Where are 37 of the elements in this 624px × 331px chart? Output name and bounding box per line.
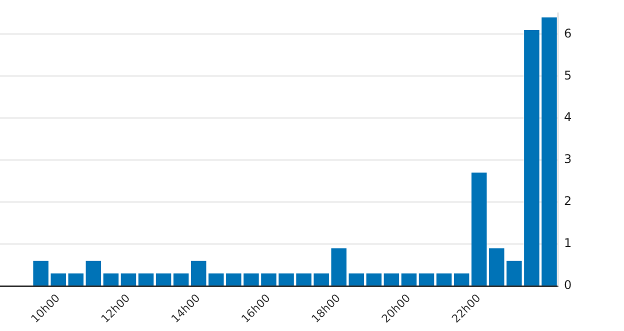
bar — [138, 273, 154, 286]
bar — [454, 273, 470, 286]
bar — [314, 273, 329, 286]
y-tick-label: 5 — [564, 68, 572, 82]
bar — [190, 260, 206, 286]
y-tick-label: 3 — [564, 152, 572, 166]
bar — [506, 260, 522, 286]
bar — [366, 273, 382, 286]
bar — [489, 248, 504, 286]
bar — [542, 17, 557, 286]
bar — [436, 273, 452, 286]
bar — [226, 273, 242, 286]
bar — [471, 172, 487, 286]
y-tick-label: 2 — [564, 194, 572, 208]
bar — [348, 273, 364, 286]
bar — [86, 260, 102, 286]
bar — [418, 273, 434, 286]
bar — [208, 273, 224, 286]
bar — [244, 273, 259, 286]
bar — [331, 248, 346, 286]
bar — [120, 273, 136, 286]
y-tick-label: 1 — [564, 236, 572, 250]
bar — [173, 273, 189, 286]
y-tick-label: 4 — [564, 110, 572, 124]
bar — [524, 30, 540, 286]
y-tick-label: 0 — [564, 278, 572, 292]
bar — [50, 273, 66, 286]
bar — [156, 273, 172, 286]
bar — [261, 273, 276, 286]
bar — [401, 273, 417, 286]
bar — [33, 260, 48, 286]
bar — [296, 273, 312, 286]
bar — [384, 273, 400, 286]
y-tick-label: 6 — [564, 26, 572, 40]
bar — [103, 273, 119, 286]
bar — [68, 273, 84, 286]
bar — [278, 273, 294, 286]
